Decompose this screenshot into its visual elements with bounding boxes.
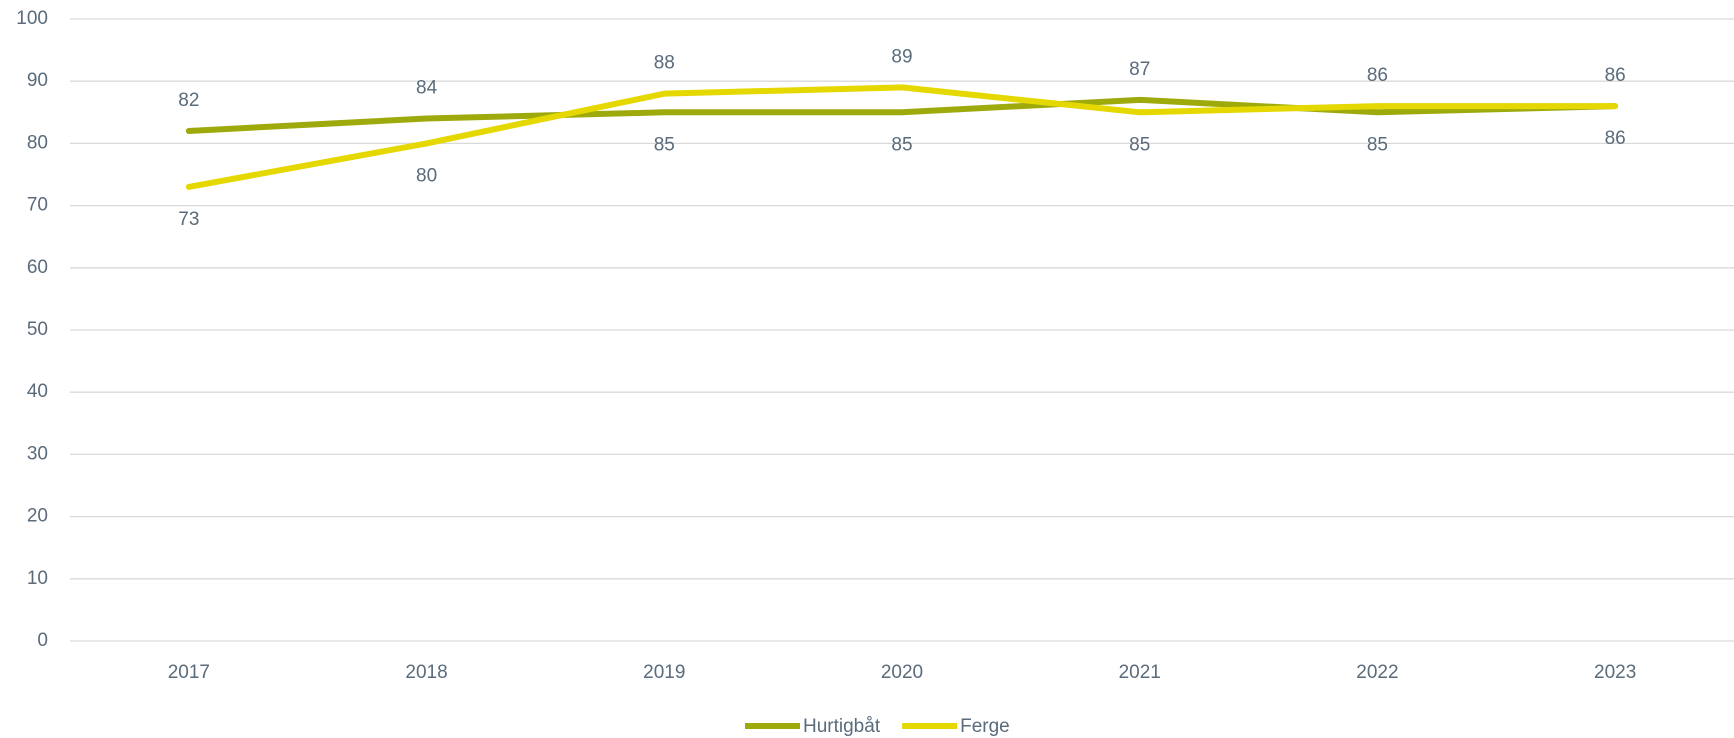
x-tick-label: 2019 [643, 662, 685, 683]
x-tick-label: 2018 [405, 662, 447, 683]
y-tick-label: 30 [27, 443, 48, 464]
data-label: 86 [1605, 128, 1626, 149]
data-label: 80 [416, 165, 437, 186]
data-label: 86 [1605, 65, 1626, 86]
x-tick-label: 2017 [168, 662, 210, 683]
y-tick-label: 80 [27, 132, 48, 153]
y-tick-label: 40 [27, 381, 48, 402]
data-label: 85 [1367, 134, 1388, 155]
y-tick-label: 0 [37, 630, 48, 651]
legend-label: Ferge [960, 716, 1010, 737]
y-tick-label: 100 [16, 8, 48, 29]
data-label: 84 [416, 78, 438, 99]
y-tick-label: 10 [27, 568, 48, 589]
data-label: 85 [654, 134, 675, 155]
y-tick-label: 60 [27, 257, 48, 278]
data-label: 85 [1129, 134, 1150, 155]
y-tick-label: 50 [27, 319, 48, 340]
data-label: 85 [891, 134, 912, 155]
x-tick-label: 2021 [1119, 662, 1161, 683]
data-label: 88 [654, 53, 675, 74]
x-tick-label: 2023 [1594, 662, 1636, 683]
data-label: 82 [178, 90, 199, 111]
y-tick-label: 70 [27, 195, 48, 216]
data-label: 86 [1367, 65, 1388, 86]
data-label: 87 [1129, 59, 1150, 80]
x-tick-label: 2020 [881, 662, 923, 683]
y-tick-label: 20 [27, 506, 48, 527]
data-label: 89 [891, 46, 912, 67]
legend-label: Hurtigbåt [803, 716, 881, 737]
y-tick-label: 90 [27, 70, 48, 91]
x-tick-label: 2022 [1356, 662, 1398, 683]
series-line [185, 96, 1619, 134]
data-label: 73 [178, 209, 199, 230]
series-line [185, 84, 1619, 190]
